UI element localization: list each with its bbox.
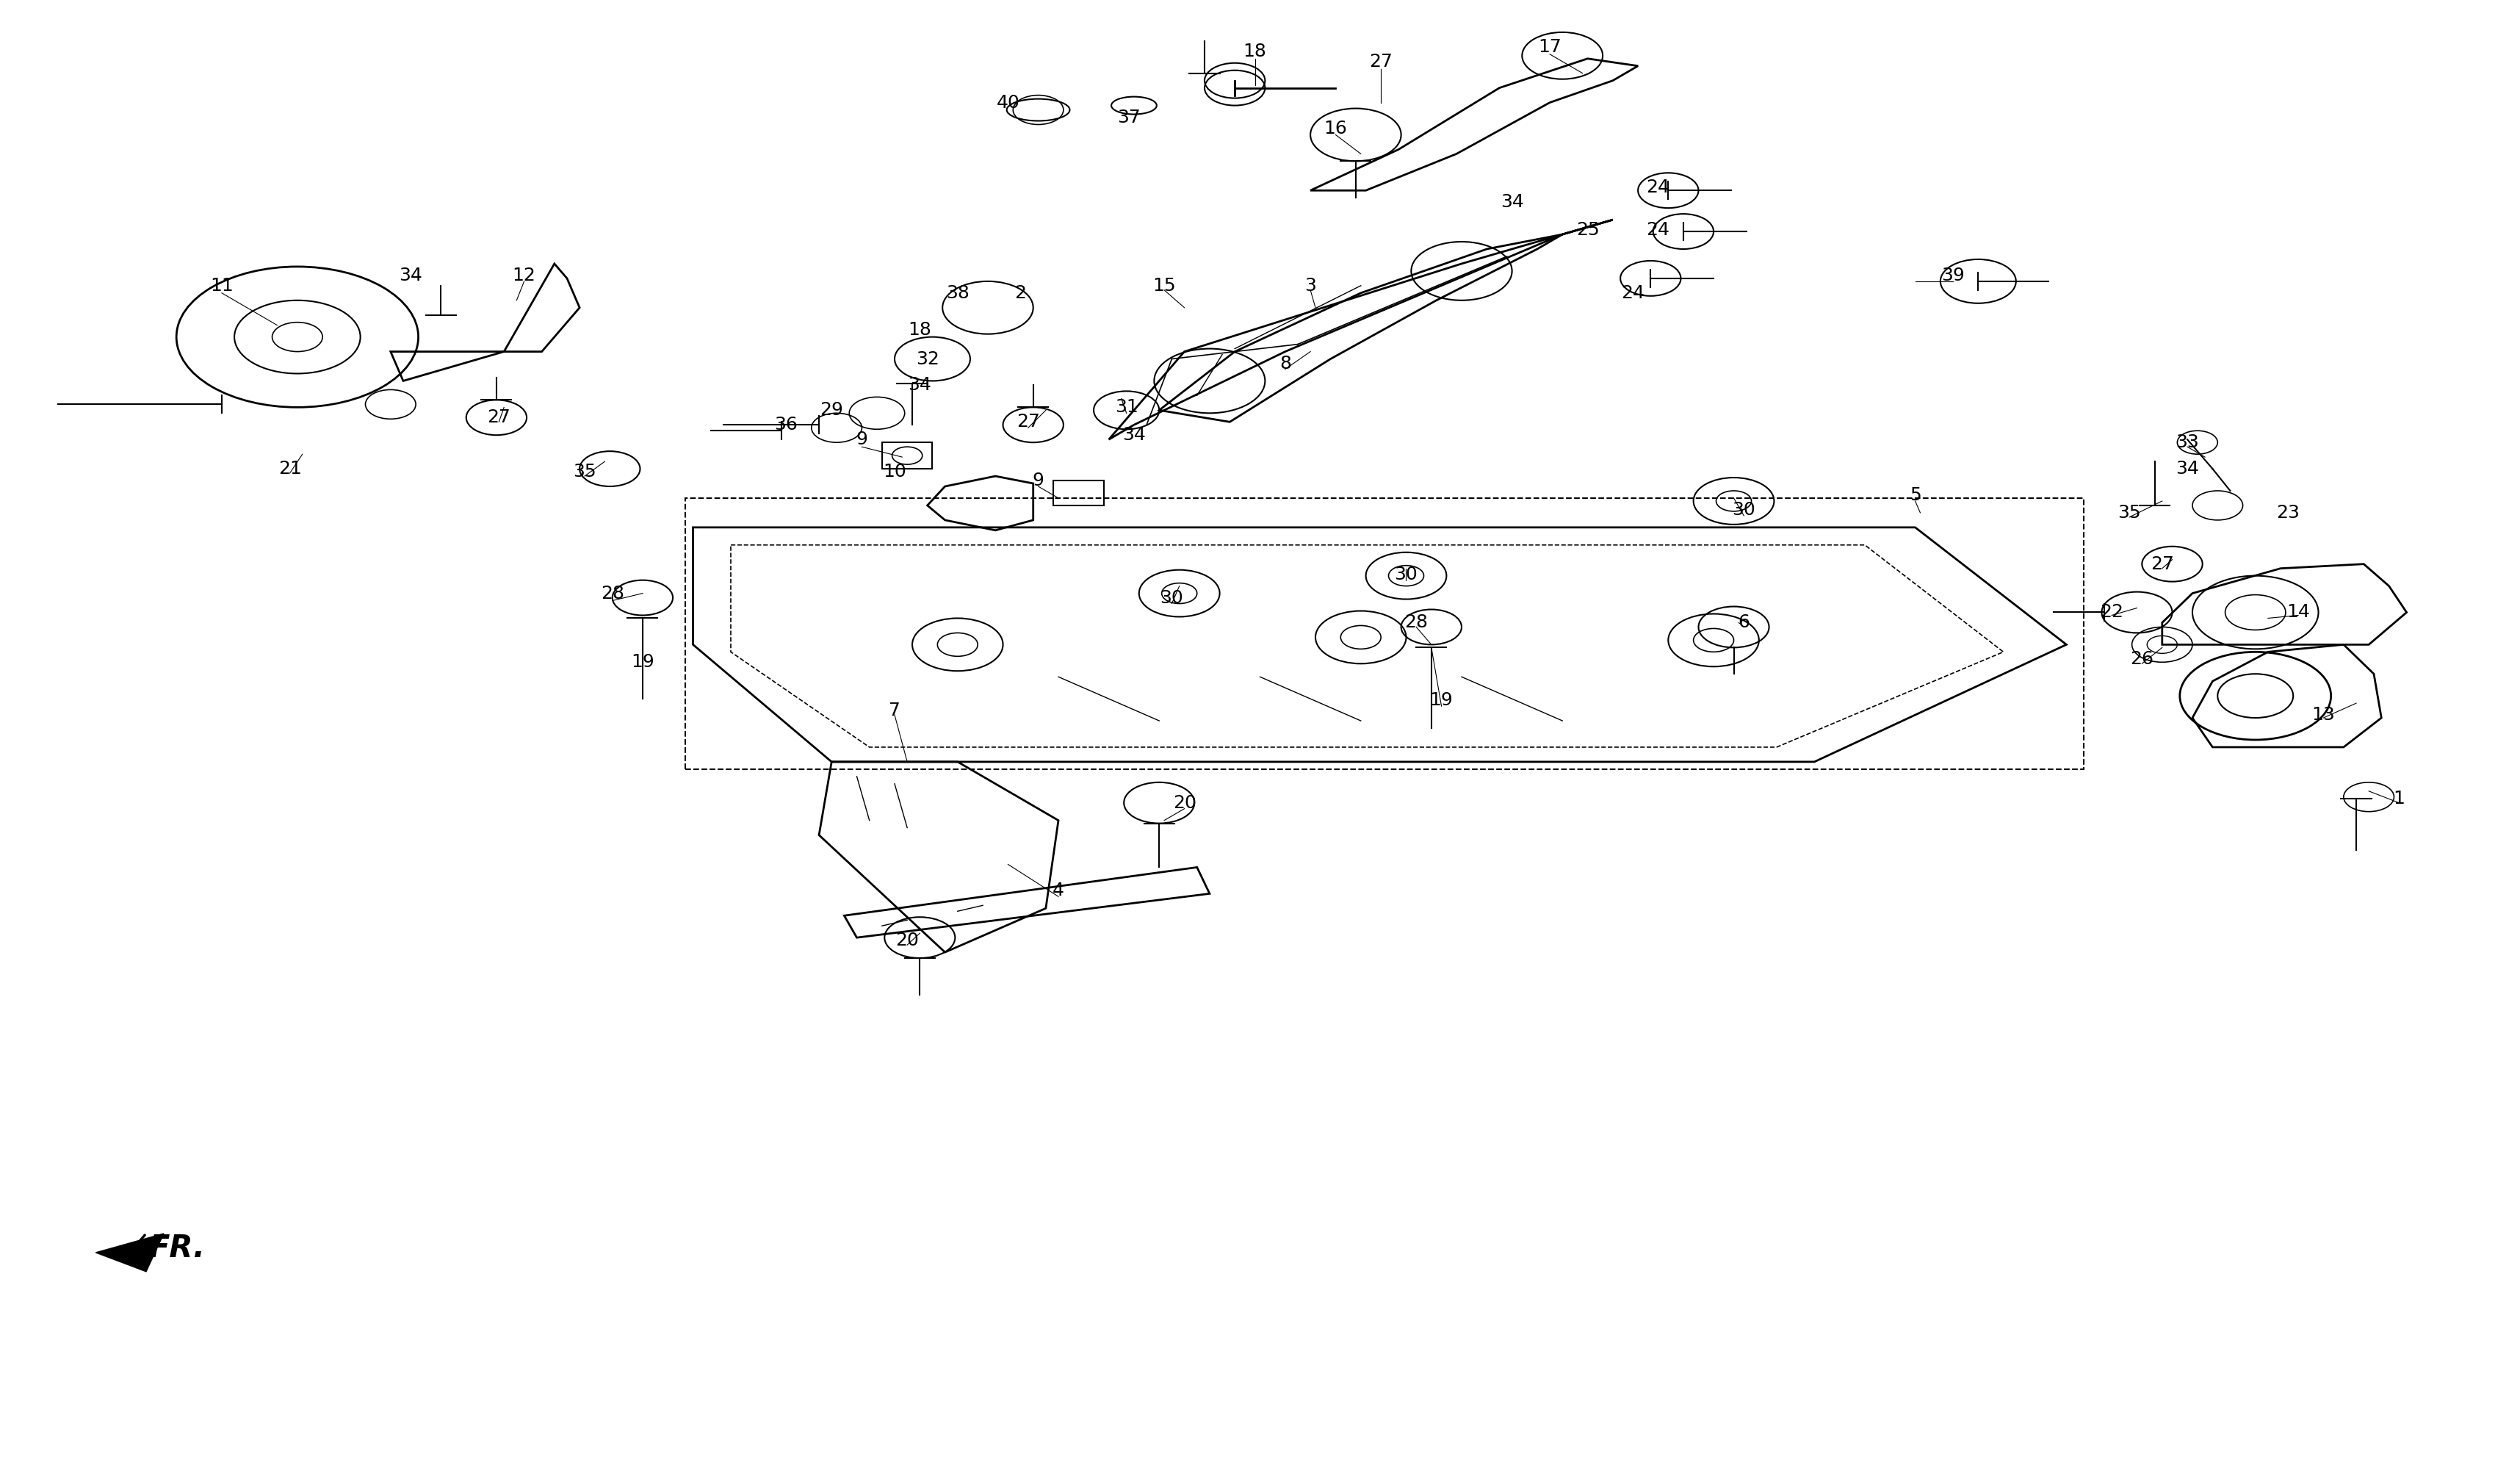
Text: 18: 18 (907, 321, 932, 338)
Text: 40: 40 (995, 94, 1021, 111)
Text: 5: 5 (1910, 486, 1920, 504)
Text: 11: 11 (209, 277, 234, 294)
Text: 31: 31 (1114, 398, 1139, 416)
Text: 34: 34 (907, 377, 932, 394)
Text: 27: 27 (2150, 555, 2175, 573)
Text: 33: 33 (2175, 434, 2200, 451)
Polygon shape (96, 1234, 164, 1272)
Text: 15: 15 (1152, 277, 1177, 294)
Text: 34: 34 (1499, 193, 1525, 211)
Text: 8: 8 (1280, 355, 1290, 372)
Text: 9: 9 (1033, 472, 1043, 489)
Polygon shape (1053, 481, 1104, 505)
Text: 14: 14 (2286, 604, 2311, 621)
Text: 21: 21 (277, 460, 302, 478)
Text: 4: 4 (1053, 882, 1063, 900)
Text: 30: 30 (1159, 589, 1184, 607)
Text: 28: 28 (600, 585, 625, 602)
Text: 9: 9 (857, 431, 867, 448)
Text: 20: 20 (1172, 794, 1197, 812)
Text: 34: 34 (2175, 460, 2200, 478)
Text: 23: 23 (2276, 504, 2301, 522)
Text: 26: 26 (2129, 650, 2155, 668)
Text: 1: 1 (2394, 790, 2404, 807)
Text: 6: 6 (1739, 614, 1749, 631)
Text: 17: 17 (1537, 38, 1562, 56)
Text: 37: 37 (1116, 108, 1142, 126)
Text: 7: 7 (890, 702, 900, 719)
Text: 19: 19 (630, 653, 655, 671)
Text: 3: 3 (1305, 277, 1315, 294)
Text: 13: 13 (2311, 706, 2336, 724)
Text: 22: 22 (2099, 604, 2124, 621)
Text: 39: 39 (1940, 267, 1966, 284)
Text: 24: 24 (1646, 179, 1671, 196)
Text: 30: 30 (1731, 501, 1756, 519)
Text: 34: 34 (1121, 426, 1147, 444)
Text: 35: 35 (572, 463, 597, 481)
Text: 30: 30 (1394, 565, 1419, 583)
Text: 29: 29 (819, 401, 844, 419)
Text: 2: 2 (1016, 284, 1026, 302)
Text: 16: 16 (1323, 120, 1348, 138)
Text: 18: 18 (1242, 42, 1268, 60)
Text: 24: 24 (1620, 284, 1646, 302)
Text: 28: 28 (1404, 614, 1429, 631)
Text: 12: 12 (512, 267, 537, 284)
Text: 36: 36 (774, 416, 799, 434)
Text: 20: 20 (895, 932, 920, 949)
Polygon shape (882, 442, 932, 469)
Text: 27: 27 (1368, 53, 1394, 70)
Text: 19: 19 (1429, 691, 1454, 709)
Text: 27: 27 (486, 409, 512, 426)
Text: 25: 25 (1575, 221, 1600, 239)
Text: FR.: FR. (149, 1232, 204, 1264)
Text: 32: 32 (915, 350, 940, 368)
Text: 35: 35 (2117, 504, 2142, 522)
Text: 27: 27 (1016, 413, 1041, 431)
Text: 10: 10 (882, 463, 907, 481)
Text: 24: 24 (1646, 221, 1671, 239)
Text: 34: 34 (398, 267, 423, 284)
Text: 38: 38 (945, 284, 970, 302)
